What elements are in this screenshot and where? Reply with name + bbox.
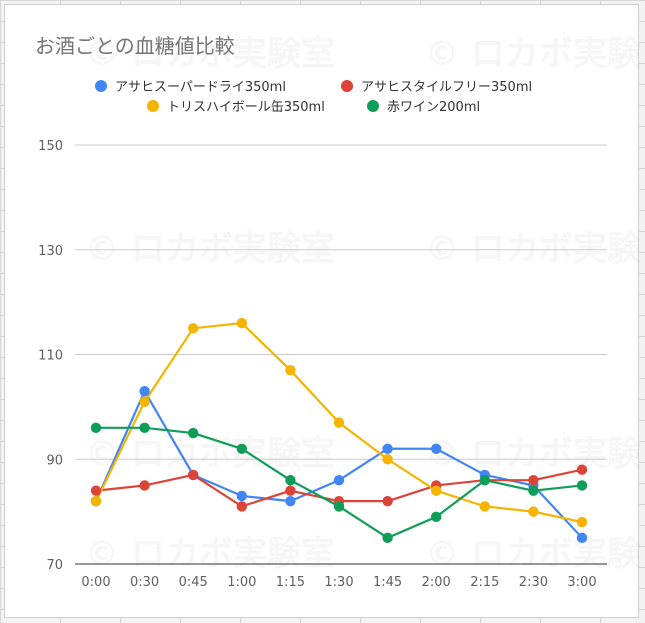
data-point[interactable] [431, 485, 442, 496]
data-point[interactable] [285, 365, 296, 376]
data-point[interactable] [236, 490, 247, 502]
data-point[interactable] [576, 464, 588, 475]
watermark-layer: © ロカボ実験室 © ロカボ実験室 © ロカボ実験室 © ロカボ実験室 © ロカ… [85, 34, 640, 574]
watermark-text: © ロカボ実験室 [425, 534, 640, 574]
data-point[interactable] [139, 480, 150, 491]
chart-title: お酒ごとの血糖値比較 [35, 34, 235, 58]
data-point[interactable] [382, 443, 393, 454]
data-point[interactable] [576, 516, 588, 528]
chart-card[interactable]: © ロカボ実験室 © ロカボ実験室 © ロカボ実験室 © ロカボ実験室 © ロカ… [4, 4, 639, 618]
data-point[interactable] [576, 480, 588, 491]
watermark-text: © ロカボ実験室 [425, 434, 640, 474]
data-point[interactable] [90, 485, 102, 496]
data-point[interactable] [285, 485, 296, 496]
watermark-text: © ロカボ実験室 [85, 229, 335, 269]
data-point[interactable] [236, 317, 247, 329]
chart-legend: アサヒスーパードライ350ml アサヒスタイルフリー350ml トリスハイボール缶3… [95, 80, 532, 115]
data-point[interactable] [236, 501, 247, 512]
data-point[interactable] [90, 495, 102, 507]
data-point[interactable] [285, 495, 296, 507]
data-point[interactable] [188, 469, 199, 481]
plot-area [90, 317, 588, 544]
data-point[interactable] [528, 475, 539, 486]
data-point[interactable] [139, 396, 150, 407]
legend-marker [95, 80, 107, 92]
x-tick-label: 1:00 [227, 575, 256, 590]
data-point[interactable] [528, 485, 539, 496]
x-tick-label: 2:30 [519, 575, 548, 590]
x-axis: 0:00 0:30 0:45 1:00 1:15 1:30 1:45 2:00 2:15 2:30… [81, 575, 596, 590]
x-tick-label: 3:00 [567, 575, 596, 590]
data-point[interactable] [576, 532, 588, 544]
y-tick-label: 130 [38, 244, 63, 259]
watermark-text: © ロカボ実験室 [425, 229, 640, 269]
x-tick-label: 2:15 [470, 575, 499, 590]
data-point[interactable] [188, 427, 199, 439]
legend-label: アサヒスタイルフリー350ml [361, 80, 532, 95]
x-tick-label: 0:00 [81, 575, 110, 590]
data-point[interactable] [236, 443, 247, 454]
data-point[interactable] [285, 475, 296, 486]
x-tick-label: 0:30 [130, 575, 159, 590]
data-point[interactable] [382, 532, 393, 544]
data-point[interactable] [382, 454, 393, 465]
data-point[interactable] [90, 422, 102, 434]
data-point[interactable] [333, 475, 345, 486]
data-point[interactable] [479, 475, 490, 486]
legend-marker [367, 100, 379, 112]
y-tick-label: 90 [46, 453, 63, 468]
data-point[interactable] [528, 506, 539, 517]
y-axis: 70 90 110 130 150 [38, 139, 63, 573]
y-tick-label: 110 [38, 349, 63, 364]
x-tick-label: 1:15 [276, 575, 305, 590]
data-point[interactable] [431, 443, 442, 454]
data-point[interactable] [479, 501, 490, 512]
x-tick-label: 1:45 [373, 575, 402, 590]
legend-label: トリスハイボール缶350ml [167, 100, 325, 115]
legend-marker [341, 80, 353, 92]
x-tick-label: 2:00 [422, 575, 451, 590]
legend-label: アサヒスーパードライ350ml [115, 80, 286, 95]
watermark-text: © ロカボ実験室 [85, 534, 335, 574]
data-point[interactable] [431, 511, 442, 523]
data-point[interactable] [333, 417, 345, 428]
y-tick-label: 70 [46, 558, 63, 573]
line-chart: © ロカボ実験室 © ロカボ実験室 © ロカボ実験室 © ロカボ実験室 © ロカ… [35, 34, 640, 590]
watermark-text: © ロカボ実験室 [425, 34, 640, 74]
chart-gridlines [75, 144, 607, 565]
data-point[interactable] [382, 495, 393, 507]
data-point[interactable] [333, 501, 345, 512]
legend-marker [147, 100, 159, 112]
legend-label: 赤ワイン200ml [387, 100, 480, 115]
data-point[interactable] [139, 422, 150, 434]
x-tick-label: 1:30 [324, 575, 353, 590]
data-point[interactable] [188, 323, 199, 334]
x-tick-label: 0:45 [179, 575, 208, 590]
data-point[interactable] [139, 385, 150, 397]
y-tick-label: 150 [38, 139, 63, 154]
